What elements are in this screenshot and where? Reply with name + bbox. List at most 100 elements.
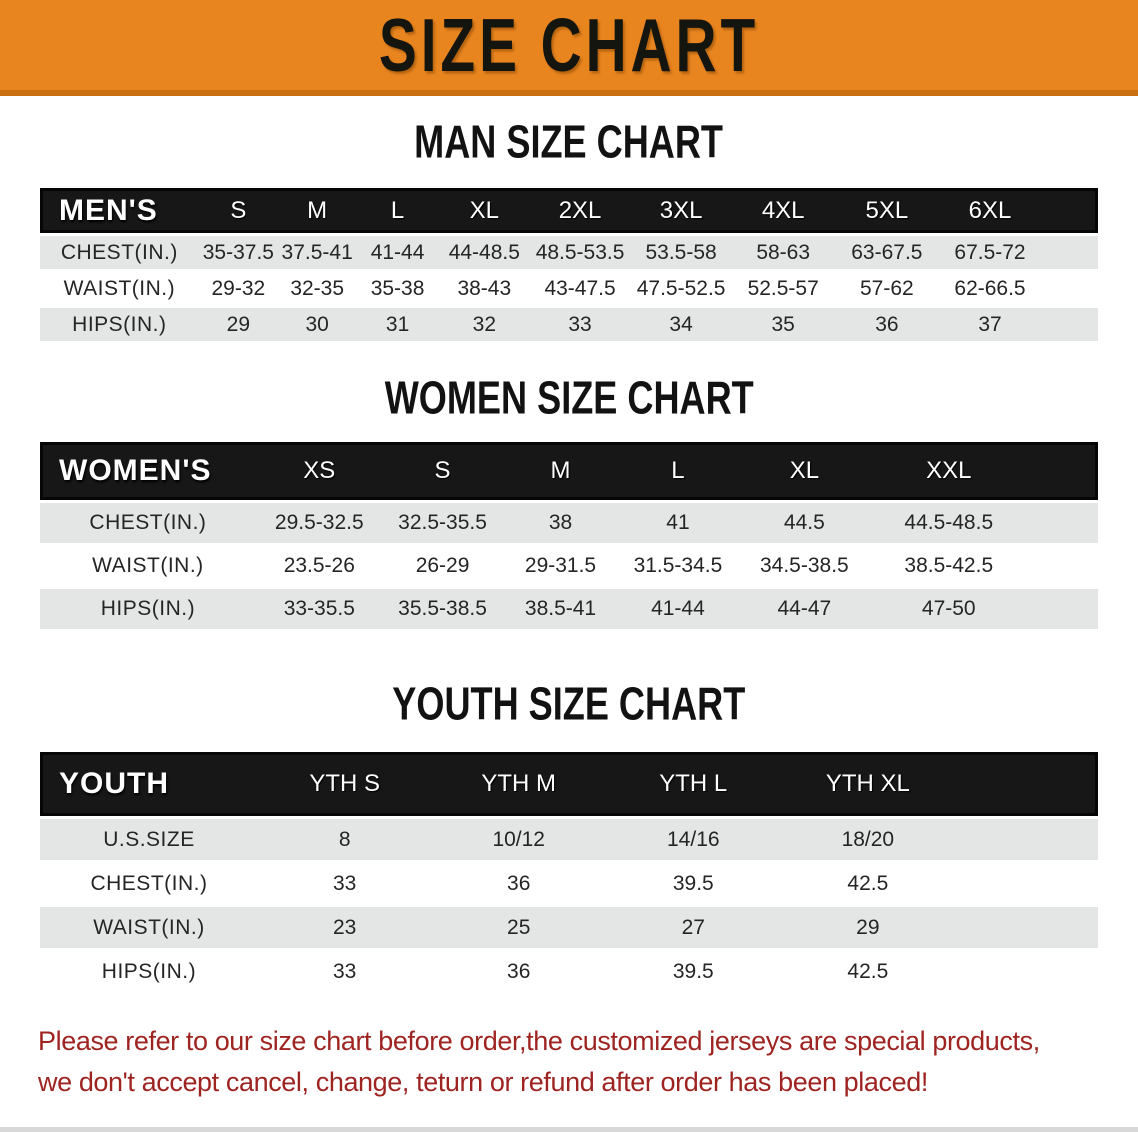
table-cell: 44-47 xyxy=(737,589,872,629)
table-cell: 35 xyxy=(731,308,835,341)
youth-row-spacer xyxy=(955,863,1098,904)
table-cell: 26-29 xyxy=(382,546,503,586)
youth-corner-label: YOUTH xyxy=(40,752,258,816)
youth-row-label: U.S.SIZE xyxy=(40,819,258,860)
youth-header-spacer xyxy=(955,752,1098,816)
womens-size-col-header: XL xyxy=(737,442,872,500)
table-cell: 29 xyxy=(780,907,956,948)
mens-size-table: MEN'S S M L XL 2XL 3XL 4XL 5XL 6XL CHEST(IN.) 35-37… xyxy=(40,185,1098,344)
table-cell: 32.5-35.5 xyxy=(382,503,503,543)
table-cell: 8 xyxy=(257,819,432,860)
youth-size-col-header: YTH L xyxy=(606,752,781,816)
table-cell: 41-44 xyxy=(356,236,439,269)
table-cell: 41-44 xyxy=(618,589,738,629)
womens-row-label: WAIST(IN.) xyxy=(40,546,256,586)
table-row: U.S.SIZE 8 10/12 14/16 18/20 xyxy=(40,819,1098,860)
table-cell: 10/12 xyxy=(431,819,606,860)
table-cell: 62-66.5 xyxy=(939,272,1041,305)
table-cell: 44.5 xyxy=(737,503,872,543)
table-cell: 38.5-42.5 xyxy=(871,546,1026,586)
table-cell: 33 xyxy=(257,863,432,904)
womens-row-spacer xyxy=(1026,589,1098,629)
table-cell: 44-48.5 xyxy=(438,236,530,269)
table-cell: 30 xyxy=(278,308,357,341)
table-cell: 38-43 xyxy=(438,272,530,305)
table-cell: 25 xyxy=(431,907,606,948)
mens-heading-text: MAN SIZE CHART xyxy=(414,117,724,169)
womens-size-col-header: L xyxy=(618,442,738,500)
table-cell: 35-37.5 xyxy=(198,236,279,269)
mens-row-label: WAIST(IN.) xyxy=(40,272,199,305)
table-cell: 48.5-53.5 xyxy=(529,236,631,269)
table-row: HIPS(IN.) 29 30 31 32 33 34 35 36 37 xyxy=(40,308,1098,341)
disclaimer-line-2: we don't accept cancel, change, teturn o… xyxy=(38,1066,928,1097)
youth-row-label: WAIST(IN.) xyxy=(40,907,258,948)
mens-size-col-header: L xyxy=(356,188,439,233)
table-cell: 36 xyxy=(431,863,606,904)
womens-header-row: WOMEN'S XS S M L XL XXL xyxy=(40,442,1098,500)
mens-corner-label: MEN'S xyxy=(40,188,199,233)
youth-size-col-header: YTH XL xyxy=(780,752,956,816)
mens-header-row: MEN'S S M L XL 2XL 3XL 4XL 5XL 6XL xyxy=(40,188,1098,233)
womens-size-table: WOMEN'S XS S M L XL XXL CHEST(IN.) 29.5-32.5 32.5… xyxy=(40,439,1098,632)
table-cell: 31.5-34.5 xyxy=(618,546,738,586)
table-cell: 27 xyxy=(606,907,781,948)
youth-row-spacer xyxy=(955,951,1098,992)
table-cell: 41 xyxy=(618,503,738,543)
table-row: HIPS(IN.) 33-35.5 35.5-38.5 38.5-41 41-44 44-… xyxy=(40,589,1098,629)
table-cell: 53.5-58 xyxy=(630,236,732,269)
table-cell: 33 xyxy=(529,308,631,341)
mens-size-col-header: 4XL xyxy=(731,188,835,233)
table-cell: 39.5 xyxy=(606,863,781,904)
womens-header-spacer xyxy=(1026,442,1098,500)
disclaimer-line-1: Please refer to our size chart before or… xyxy=(38,1026,1040,1056)
womens-size-col-header: S xyxy=(382,442,503,500)
youth-section-heading: YOUTH SIZE CHART xyxy=(0,679,1138,730)
youth-size-col-header: YTH M xyxy=(431,752,606,816)
table-cell: 47-50 xyxy=(871,589,1026,629)
table-cell: 52.5-57 xyxy=(731,272,835,305)
table-cell: 36 xyxy=(431,951,606,992)
table-cell: 14/16 xyxy=(606,819,781,860)
mens-size-col-header: M xyxy=(278,188,357,233)
womens-section-heading: WOMEN SIZE CHART xyxy=(0,373,1138,424)
table-cell: 37.5-41 xyxy=(278,236,357,269)
table-cell: 18/20 xyxy=(780,819,956,860)
mens-size-col-header: S xyxy=(198,188,279,233)
table-cell: 42.5 xyxy=(780,951,956,992)
table-cell: 32 xyxy=(438,308,530,341)
table-cell: 34 xyxy=(630,308,732,341)
table-row: WAIST(IN.) 23 25 27 29 xyxy=(40,907,1098,948)
womens-row-label: HIPS(IN.) xyxy=(40,589,256,629)
table-cell: 29-31.5 xyxy=(502,546,619,586)
table-cell: 63-67.5 xyxy=(834,236,940,269)
youth-row-spacer xyxy=(955,907,1098,948)
table-row: WAIST(IN.) 29-32 32-35 35-38 38-43 43-47.5 47.… xyxy=(40,272,1098,305)
table-cell: 29 xyxy=(198,308,279,341)
mens-size-col-header: 2XL xyxy=(529,188,631,233)
mens-row-spacer xyxy=(1040,236,1098,269)
table-cell: 38.5-41 xyxy=(502,589,619,629)
table-cell: 58-63 xyxy=(731,236,835,269)
table-row: CHEST(IN.) 35-37.5 37.5-41 41-44 44-48.5 48.5… xyxy=(40,236,1098,269)
table-row: HIPS(IN.) 33 36 39.5 42.5 xyxy=(40,951,1098,992)
womens-row-spacer xyxy=(1026,546,1098,586)
womens-size-col-header: M xyxy=(502,442,619,500)
youth-row-label: CHEST(IN.) xyxy=(40,863,258,904)
table-cell: 57-62 xyxy=(834,272,940,305)
table-cell: 33 xyxy=(257,951,432,992)
size-chart-banner: SIZE CHART xyxy=(0,0,1138,96)
table-cell: 33-35.5 xyxy=(255,589,383,629)
table-cell: 37 xyxy=(939,308,1041,341)
table-cell: 23 xyxy=(257,907,432,948)
table-cell: 23.5-26 xyxy=(255,546,383,586)
table-cell: 36 xyxy=(834,308,940,341)
womens-corner-label: WOMEN'S xyxy=(40,442,256,500)
mens-size-col-header: 3XL xyxy=(630,188,732,233)
mens-row-label: CHEST(IN.) xyxy=(40,236,199,269)
table-row: CHEST(IN.) 33 36 39.5 42.5 xyxy=(40,863,1098,904)
table-cell: 35-38 xyxy=(356,272,439,305)
table-cell: 44.5-48.5 xyxy=(871,503,1026,543)
table-cell: 38 xyxy=(502,503,619,543)
banner-title: SIZE CHART xyxy=(378,2,760,88)
